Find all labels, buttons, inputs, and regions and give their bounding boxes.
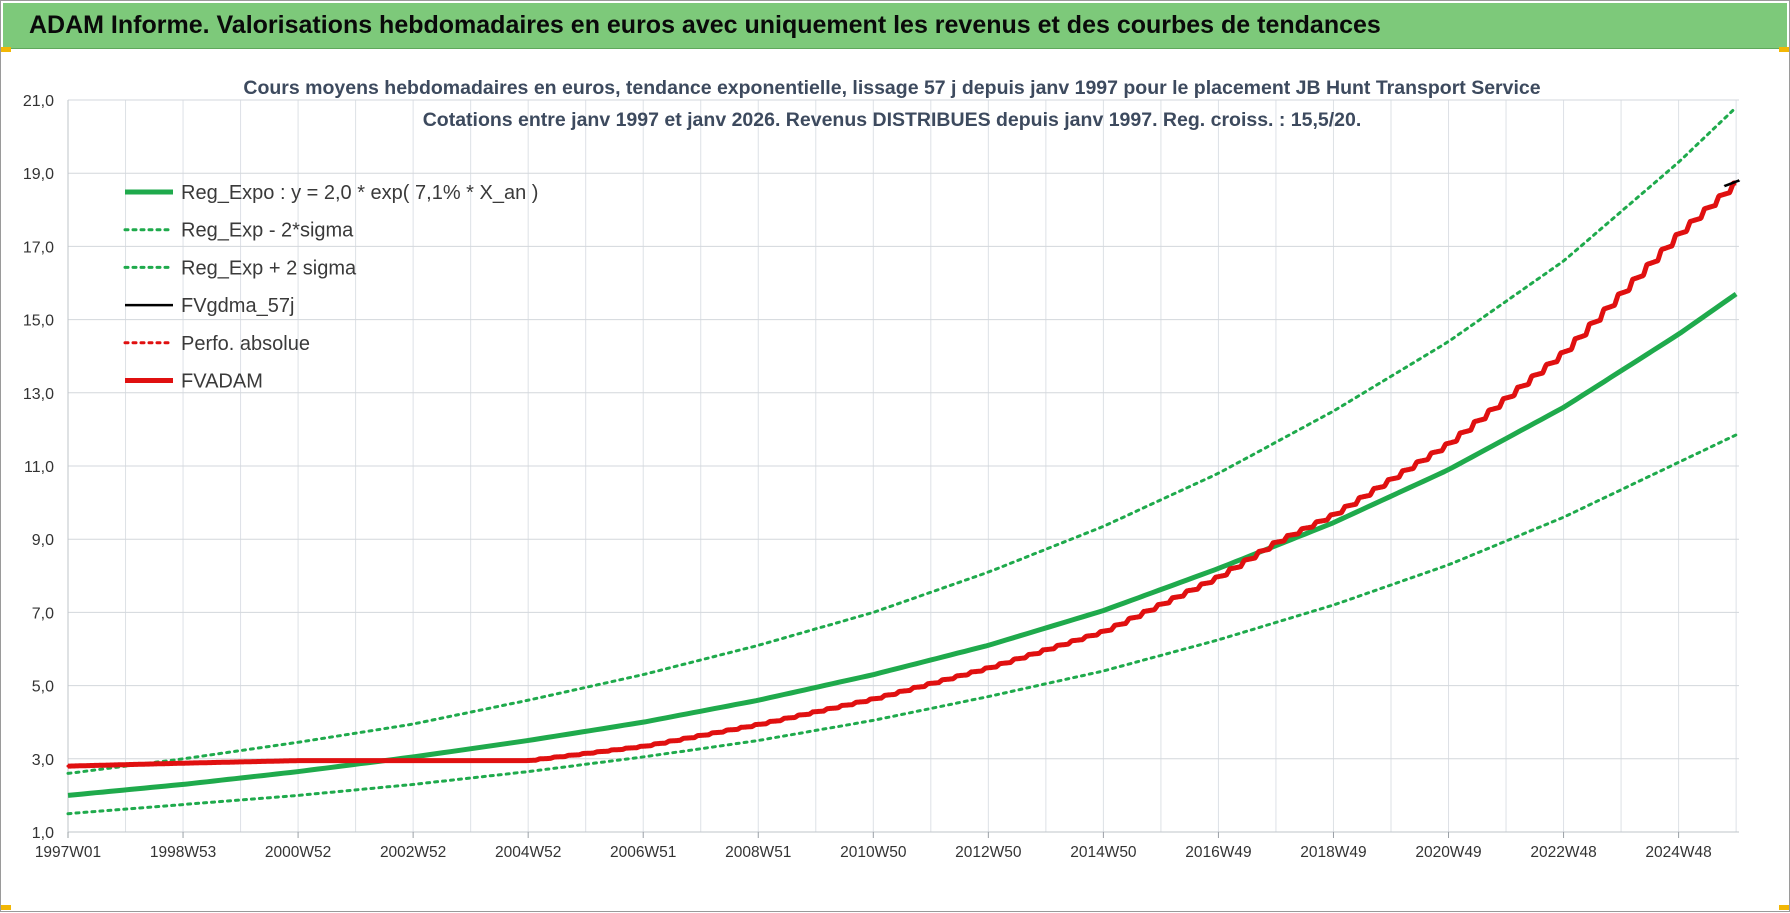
corner-marker-top-right [1779,47,1789,52]
x-tick-label: 2014W50 [1070,844,1137,861]
x-tick-label: 1998W53 [150,844,216,861]
legend-label: Reg_Exp - 2*sigma [181,220,354,242]
chart-axes [67,100,1739,838]
legend-label: Perfo. absolue [181,333,310,355]
series-line-3 [1723,179,1741,188]
series-line-0 [67,291,1738,798]
x-tick-label: 2022W48 [1530,844,1596,861]
x-tick-label: 2006W51 [610,844,676,861]
y-tick-label: 7,0 [32,605,54,622]
x-tick-label: 2012W50 [955,844,1022,861]
horizontal-gridlines [68,99,1739,833]
x-tick-label: 2016W49 [1185,844,1251,861]
x-tick-label: 2024W48 [1645,844,1711,861]
corner-marker-top-left [1,47,11,52]
y-tick-label: 19,0 [23,166,54,183]
y-tick-label: 15,0 [23,313,54,330]
y-tick-label: 21,0 [23,93,54,110]
corner-marker-bottom-right [1779,905,1789,910]
x-tick-label: 2000W52 [265,844,331,861]
x-tick-label: 2002W52 [380,844,446,861]
x-tick-label: 2004W52 [495,844,561,861]
legend-label: FVgdma_57j [181,295,294,317]
y-tick-label: 3,0 [32,752,54,769]
report-banner: ADAM Informe. Valorisations hebdomadaire… [3,3,1787,49]
y-axis-tick-labels: 1,0 3,0 5,0 7,0 9,0 11,0 13,0 15,0 17,0 19,0 21,0 [23,93,54,842]
x-tick-label: 1997W01 [35,844,101,861]
chart-legend: Reg_Expo : y = 2,0 * exp( 7,1% * X_an ) R… [123,182,538,393]
series-line-1 [66,433,1738,816]
y-tick-label: 1,0 [32,825,54,842]
x-tick-label: 2020W49 [1415,844,1481,861]
report-title: ADAM Informe. Valorisations hebdomadaire… [29,11,1381,39]
y-tick-label: 13,0 [23,386,54,403]
legend-label: FVADAM [181,371,263,393]
chart-title: Cours moyens hebdomadaires en euros, ten… [243,77,1540,99]
series-line-5 [66,180,1738,769]
series-line-2 [66,105,1738,775]
x-tick-label: 2008W51 [725,844,791,861]
y-tick-label: 9,0 [32,532,54,549]
y-tick-label: 5,0 [32,679,54,696]
x-axis-tick-labels: 1997W01 1998W53 2000W52 2002W52 2004W52 2006W… [35,844,1712,861]
x-tick-label: 2010W50 [840,844,907,861]
legend-label: Reg_Expo : y = 2,0 * exp( 7,1% * X_an ) [181,182,538,204]
legend-label: Reg_Exp + 2 sigma [181,257,357,279]
y-tick-label: 17,0 [23,239,54,256]
y-tick-label: 11,0 [24,459,54,476]
corner-marker-bottom-left [1,905,11,910]
chart-subtitle: Cotations entre janv 1997 et janv 2026. … [423,109,1362,131]
x-tick-label: 2018W49 [1300,844,1366,861]
chart-series [66,105,1741,816]
